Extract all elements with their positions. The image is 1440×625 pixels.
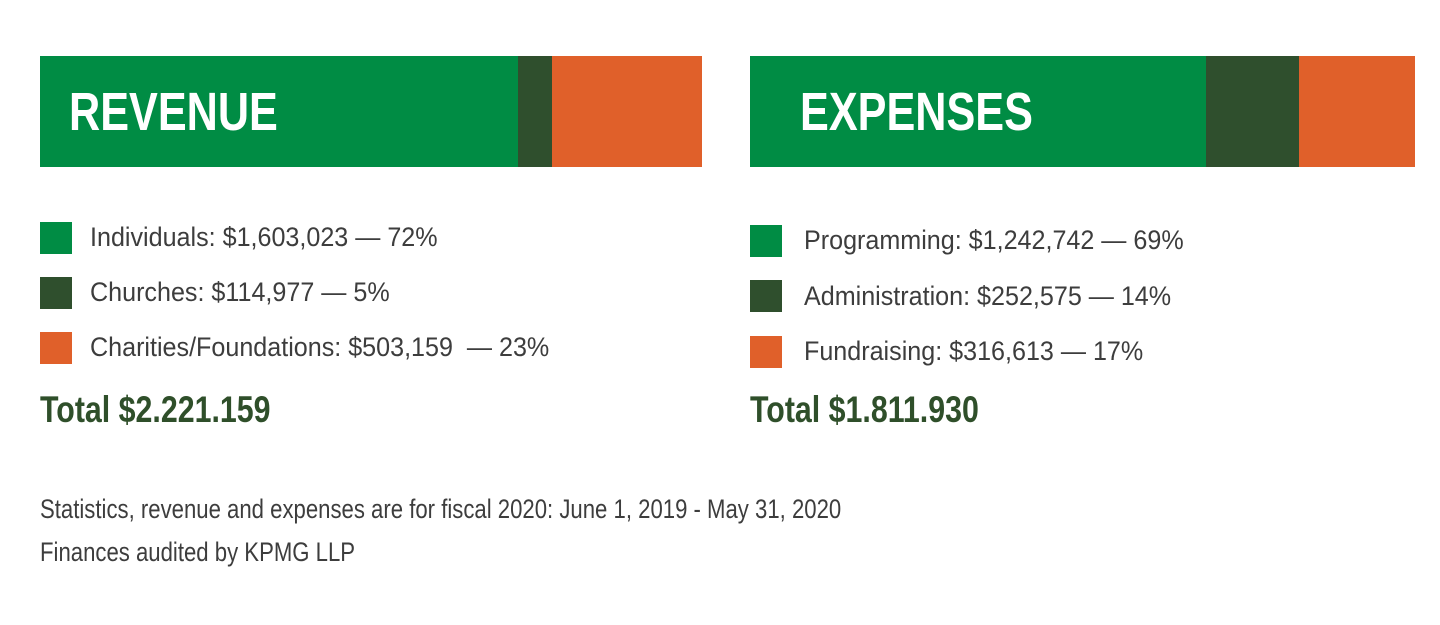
legend-item: Programming: $1,242,742 — 69% <box>750 213 1212 269</box>
legend-item: Churches: $114,977 — 5% <box>40 265 584 320</box>
revenue-panel: REVENUE Individuals: $1,603,023 — 72% Chu… <box>40 56 702 430</box>
legend-label: Programming: $1,242,742 — 69% <box>804 225 1184 256</box>
legend-swatch <box>750 280 782 313</box>
revenue-stacked-bar <box>40 56 702 167</box>
expenses-legend: Programming: $1,242,742 — 69% Administrat… <box>750 213 1212 380</box>
legend-swatch <box>750 335 782 368</box>
expenses-total: Total $1.811.930 <box>750 389 979 430</box>
legend-item: Charities/Foundations: $503,159 — 23% <box>40 320 584 375</box>
legend-swatch <box>40 221 72 254</box>
legend-label: Individuals: $1,603,023 — 72% <box>90 222 438 252</box>
expenses-panel: EXPENSES Programming: $1,242,742 — 69% Ad… <box>750 56 1415 430</box>
fiscal-period-note: Statistics, revenue and expenses are for… <box>40 494 842 524</box>
revenue-legend: Individuals: $1,603,023 — 72% Churches: $… <box>40 210 584 375</box>
legend-label: Administration: $252,575 — 14% <box>804 280 1172 311</box>
revenue-bar-segment-churches <box>517 56 553 167</box>
expenses-bar-segment-programming <box>750 56 1207 167</box>
legend-swatch <box>750 224 782 257</box>
legend-item: Fundraising: $316,613 — 17% <box>750 324 1212 380</box>
legend-swatch <box>40 331 72 364</box>
revenue-bar-segment-individuals <box>40 56 518 167</box>
legend-item: Individuals: $1,603,023 — 72% <box>40 210 584 265</box>
legend-swatch <box>40 276 72 309</box>
revenue-total: Total $2.221.159 <box>40 389 271 430</box>
auditor-note: Finances audited by KPMG LLP <box>40 537 356 567</box>
expenses-stacked-bar <box>750 56 1415 167</box>
expenses-bar-segment-fundraising <box>1298 56 1415 167</box>
legend-label: Churches: $114,977 — 5% <box>90 277 390 307</box>
footnotes: Statistics, revenue and expenses are for… <box>40 488 1017 574</box>
legend-label: Charities/Foundations: $503,159 — 23% <box>90 332 550 362</box>
expenses-bar-segment-administration <box>1206 56 1299 167</box>
legend-label: Fundraising: $316,613 — 17% <box>804 336 1144 367</box>
legend-item: Administration: $252,575 — 14% <box>750 269 1212 325</box>
revenue-bar-segment-charities-foundations <box>552 56 702 167</box>
